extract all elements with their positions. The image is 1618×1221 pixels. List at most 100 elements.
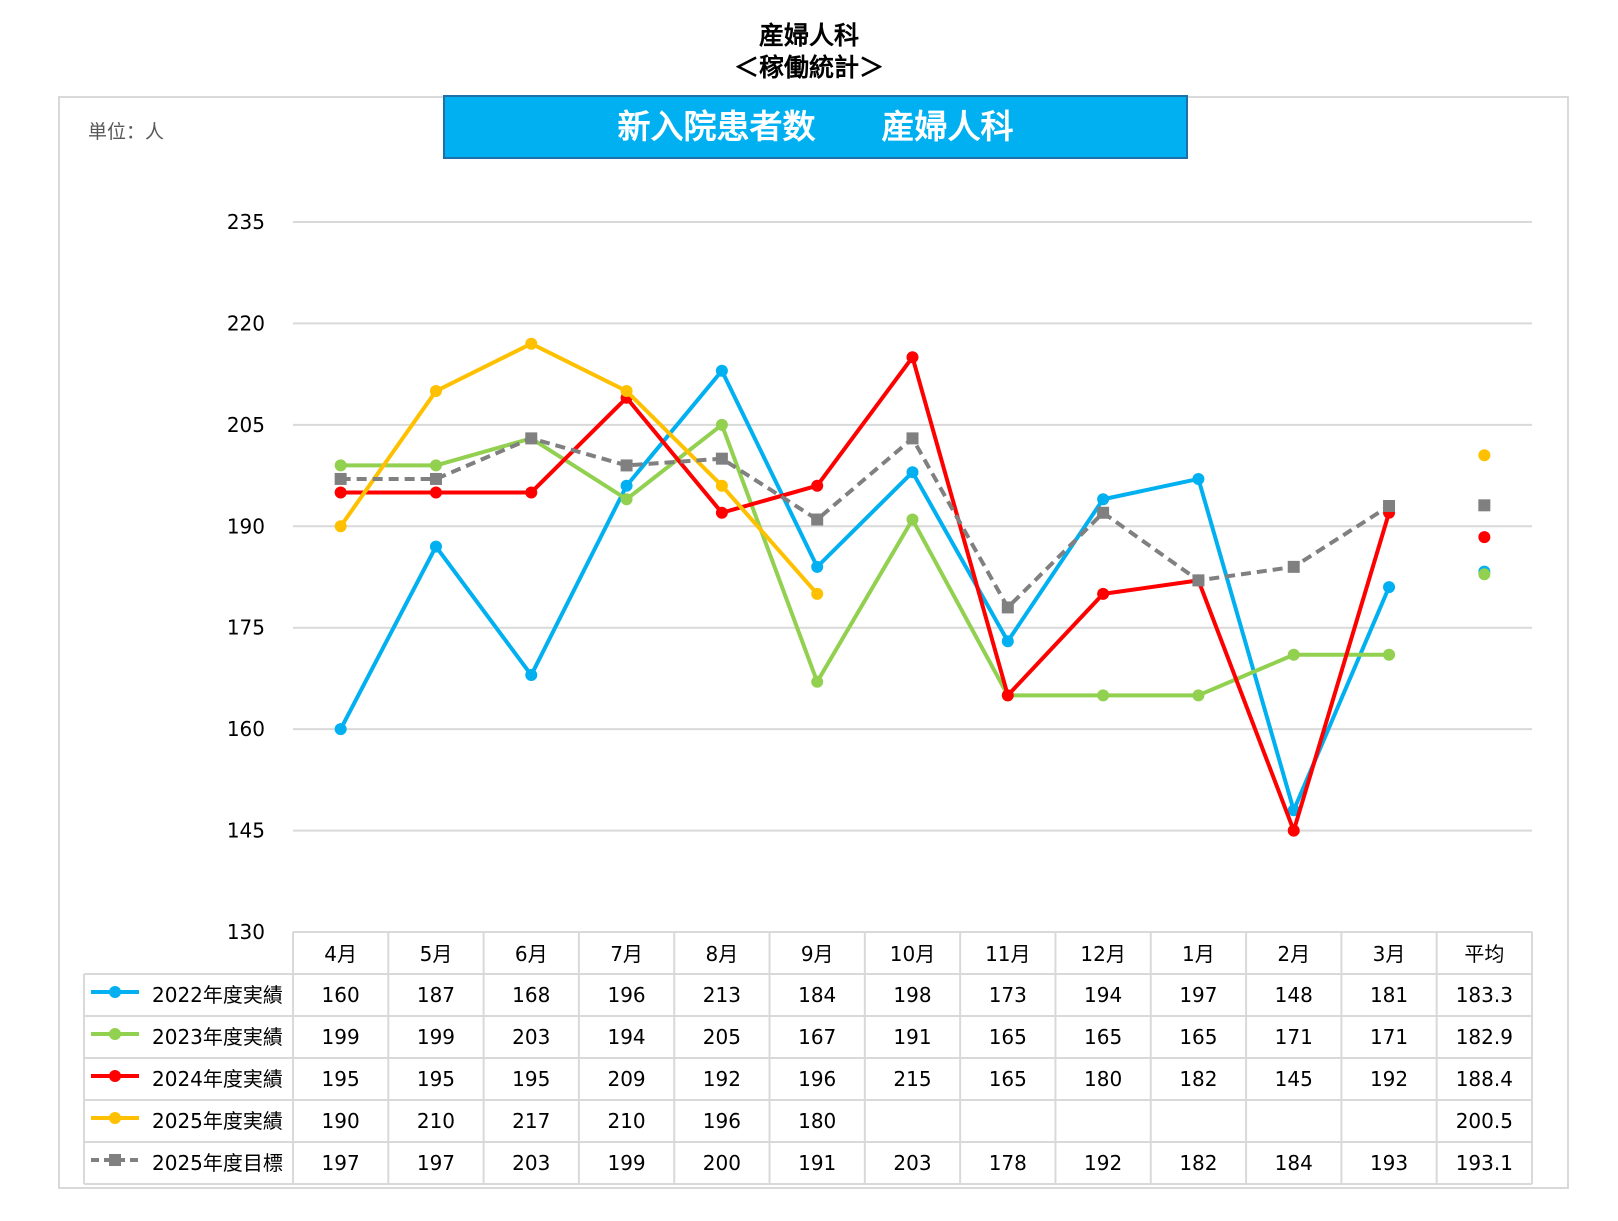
data-label: 187 bbox=[417, 983, 455, 1007]
x-tick-label: 平均 bbox=[1464, 942, 1504, 966]
series-point bbox=[429, 486, 442, 499]
data-label: 168 bbox=[512, 983, 550, 1007]
data-label: 197 bbox=[322, 1151, 360, 1175]
data-label: 191 bbox=[893, 1025, 931, 1049]
series-line-3 bbox=[339, 341, 819, 596]
y-tick-label: 220 bbox=[227, 311, 265, 335]
data-label: 173 bbox=[989, 983, 1027, 1007]
data-label: 182 bbox=[1179, 1067, 1217, 1091]
average-label: 193.1 bbox=[1456, 1151, 1513, 1175]
series-point bbox=[334, 472, 347, 485]
legend-key-marker bbox=[109, 986, 121, 998]
series-point bbox=[1383, 500, 1396, 512]
average-label: 200.5 bbox=[1456, 1109, 1513, 1133]
y-tick-label: 205 bbox=[227, 413, 265, 437]
data-label: 193 bbox=[1370, 1151, 1408, 1175]
data-label: 196 bbox=[798, 1067, 836, 1091]
series-point bbox=[429, 385, 442, 398]
data-label: 194 bbox=[1084, 983, 1122, 1007]
data-label: 195 bbox=[512, 1067, 550, 1091]
data-label: 203 bbox=[893, 1151, 931, 1175]
series-point bbox=[525, 486, 538, 499]
series-point bbox=[620, 479, 633, 492]
y-tick-label: 130 bbox=[227, 920, 265, 944]
data-label: 184 bbox=[1275, 1151, 1313, 1175]
series-point bbox=[334, 520, 347, 533]
series-point bbox=[620, 459, 633, 472]
data-label: 197 bbox=[1179, 983, 1217, 1007]
data-label: 196 bbox=[607, 983, 645, 1007]
series-point bbox=[715, 418, 728, 431]
data-label: 203 bbox=[512, 1151, 550, 1175]
series-point bbox=[525, 432, 538, 445]
series-point bbox=[1097, 689, 1110, 702]
legend-key-marker bbox=[109, 1154, 121, 1166]
data-label: 178 bbox=[989, 1151, 1027, 1175]
y-tick-label: 160 bbox=[227, 717, 265, 741]
x-tick-label: 12月 bbox=[1080, 942, 1125, 966]
series-point bbox=[715, 364, 728, 377]
y-tick-label: 190 bbox=[227, 514, 265, 538]
data-label: 210 bbox=[607, 1109, 645, 1133]
series-point bbox=[1097, 506, 1110, 519]
data-label: 191 bbox=[798, 1151, 836, 1175]
series-point bbox=[620, 385, 633, 398]
series-point bbox=[811, 587, 824, 600]
data-label: 217 bbox=[512, 1109, 550, 1133]
data-label: 181 bbox=[1370, 983, 1408, 1007]
data-label: 182 bbox=[1179, 1151, 1217, 1175]
data-label: 195 bbox=[417, 1067, 455, 1091]
series-point bbox=[906, 432, 919, 445]
series-point bbox=[334, 723, 347, 736]
page-title: 産婦人科 ＜稼働統計＞ bbox=[0, 20, 1618, 84]
series-point bbox=[1001, 601, 1014, 614]
legend-label: 2022年度実績 bbox=[152, 983, 283, 1007]
x-tick-label: 3月 bbox=[1373, 942, 1406, 966]
average-point bbox=[1478, 499, 1491, 512]
data-label: 203 bbox=[512, 1025, 550, 1049]
series-point bbox=[1192, 689, 1205, 702]
series-point bbox=[1287, 804, 1300, 817]
data-label: 165 bbox=[989, 1025, 1027, 1049]
data-label: 165 bbox=[1179, 1025, 1217, 1049]
average-label: 183.3 bbox=[1456, 983, 1513, 1007]
data-label: 198 bbox=[893, 983, 931, 1007]
data-label: 199 bbox=[607, 1151, 645, 1175]
series-line-2 bbox=[340, 355, 1391, 833]
data-label: 205 bbox=[703, 1025, 741, 1049]
data-label: 184 bbox=[798, 983, 836, 1007]
series-line-1 bbox=[340, 422, 1390, 698]
data-label: 210 bbox=[417, 1109, 455, 1133]
data-label: 195 bbox=[322, 1067, 360, 1091]
legend-key-marker bbox=[109, 1028, 121, 1040]
series-point bbox=[1192, 472, 1205, 485]
data-label: 200 bbox=[703, 1151, 741, 1175]
data-label: 199 bbox=[322, 1025, 360, 1049]
average-label: 188.4 bbox=[1456, 1067, 1513, 1091]
legend-key-marker bbox=[109, 1112, 121, 1124]
data-label: 180 bbox=[1084, 1067, 1122, 1091]
series-point bbox=[715, 452, 728, 465]
data-label: 190 bbox=[322, 1109, 360, 1133]
y-tick-label: 235 bbox=[227, 210, 265, 234]
x-tick-label: 5月 bbox=[420, 942, 453, 966]
series-point bbox=[525, 337, 538, 350]
data-label: 192 bbox=[1084, 1151, 1122, 1175]
data-label: 160 bbox=[322, 983, 360, 1007]
x-tick-label: 4月 bbox=[324, 942, 357, 966]
data-label: 192 bbox=[1370, 1067, 1408, 1091]
series-point bbox=[1287, 824, 1300, 837]
legend-label: 2023年度実績 bbox=[152, 1025, 283, 1049]
data-label: 194 bbox=[607, 1025, 645, 1049]
data-label: 192 bbox=[703, 1067, 741, 1091]
data-label: 197 bbox=[417, 1151, 455, 1175]
unit-label: 単位：人 bbox=[88, 121, 165, 143]
page-title-sub: ＜稼働統計＞ bbox=[733, 53, 884, 82]
series-point bbox=[1287, 648, 1300, 661]
series-point bbox=[715, 506, 728, 519]
data-label: 148 bbox=[1275, 983, 1313, 1007]
series-point bbox=[334, 486, 347, 499]
series-point bbox=[620, 493, 633, 506]
legend-key-marker bbox=[109, 1070, 121, 1082]
